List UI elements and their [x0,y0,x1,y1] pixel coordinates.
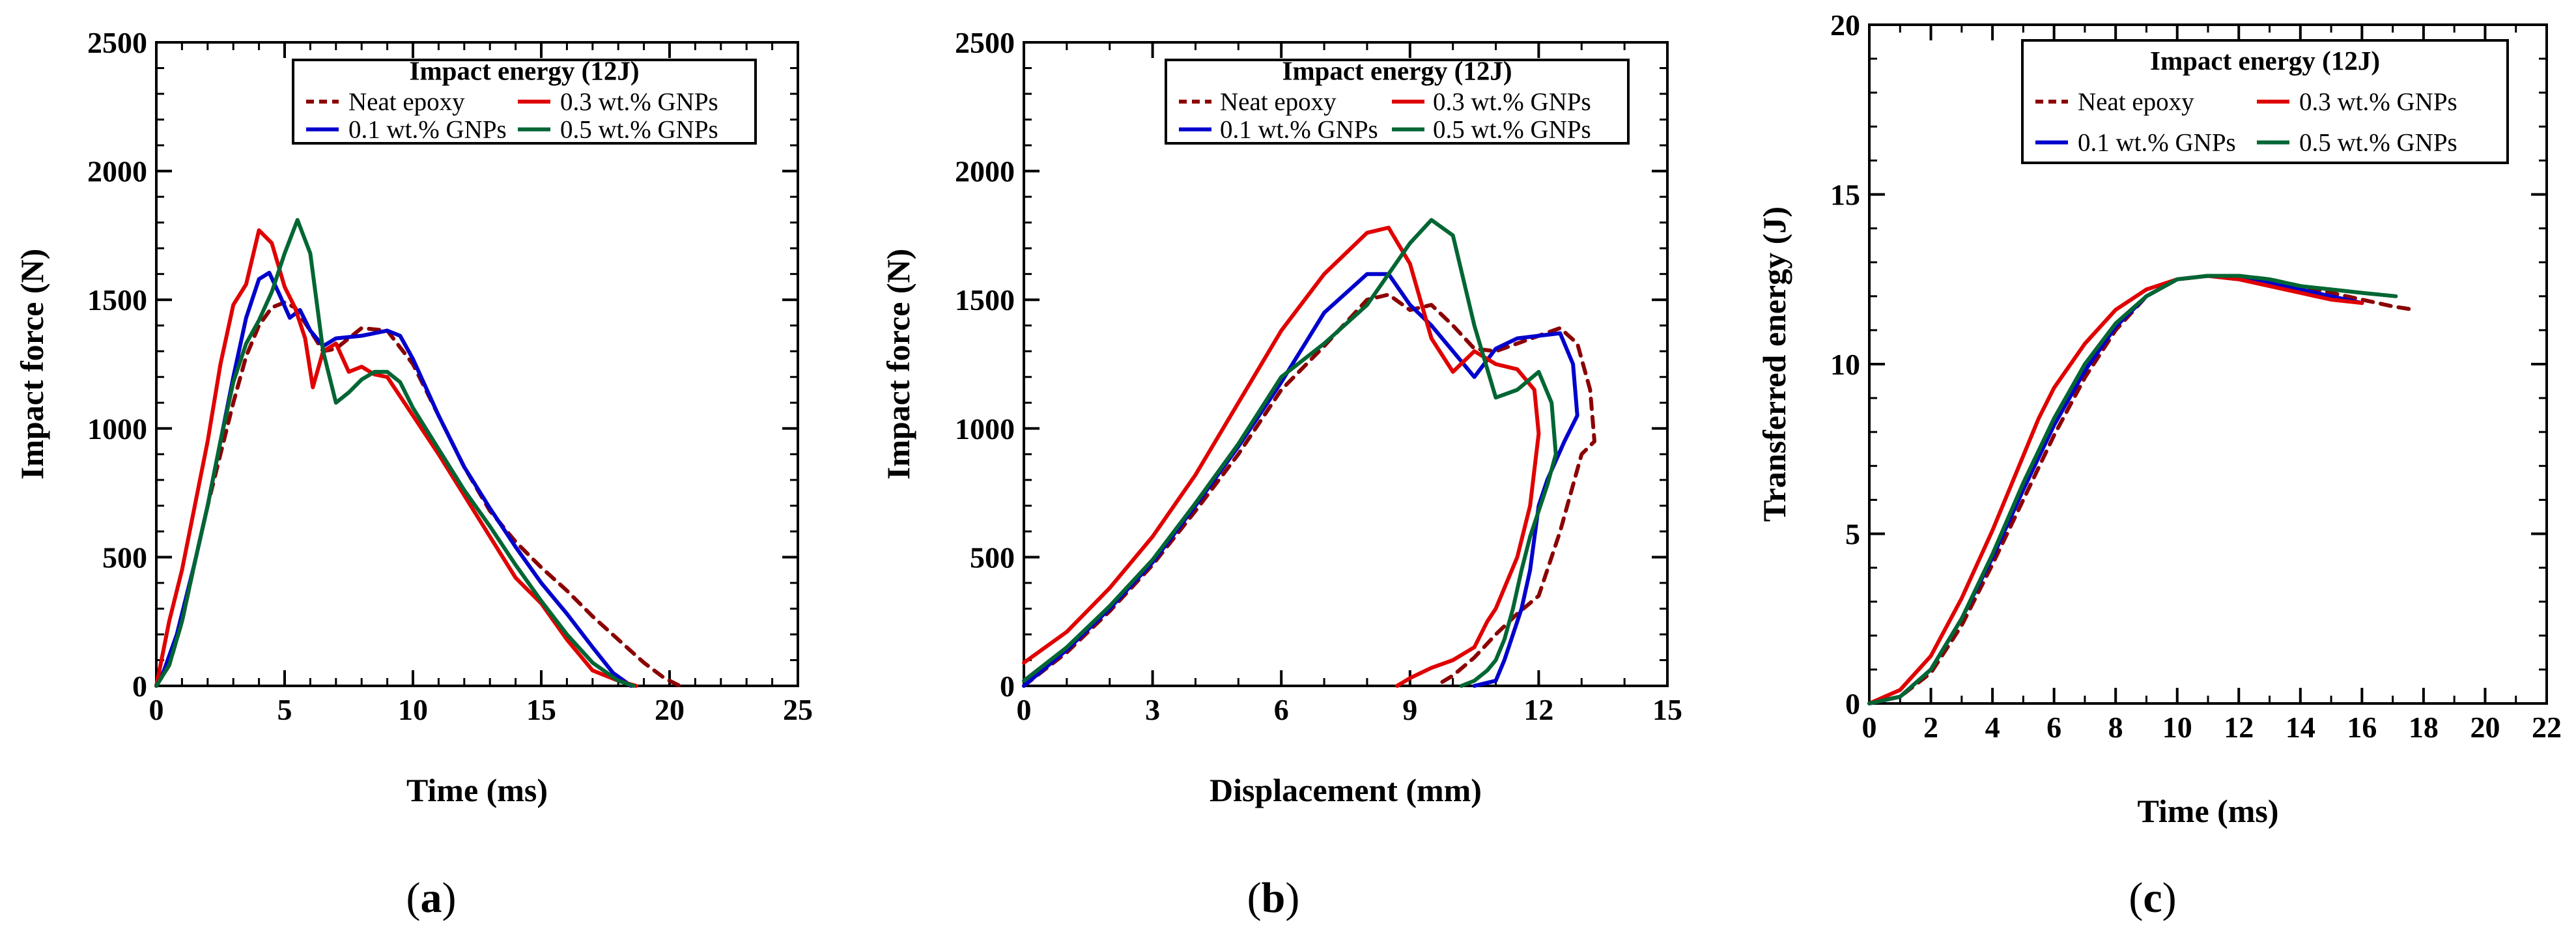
panel-a-y-tick-label: 0 [132,670,147,703]
panel-a-x-tick-label: 25 [783,693,813,726]
panel-c-series-neat-epoxy [1867,274,2416,705]
panel-c-y-axis-label: Transferred energy (J) [1756,206,1792,522]
panel-b-y-tick-label: 500 [970,541,1015,574]
panel-c-x-tick-label: 12 [2224,711,2254,744]
panel-a-legend-label-0-1-gnps: 0.1 wt.% GNPs [348,116,507,144]
panel-b-y-tick-label: 2500 [955,26,1015,59]
panel-b-x-tick-label: 6 [1274,693,1289,726]
panel-c-x-tick-label: 14 [2286,711,2315,744]
panel-c-x-tick-label: 20 [2470,711,2500,744]
panel-a-x-tick-label: 10 [398,693,428,726]
panel-c-legend: Impact energy (12J) Neat epoxy 0.3 wt.% … [2021,39,2509,164]
panel-a-caption: (a) [406,874,457,922]
panel-c-x-tick-label: 6 [2046,711,2061,744]
panel-b-legend-label-0-5-gnps: 0.5 wt.% GNPs [1433,116,1591,144]
panel-c-x-tick-label: 18 [2409,711,2439,744]
panel-a-y-tick-label: 2500 [87,26,147,59]
chart-panel-c: 0 2 4 6 8 10 12 14 16 18 20 22 0 5 10 15 20 Impact energ… [1756,8,2562,922]
panel-c-legend-title: Impact energy (12J) [2150,46,2380,76]
panel-b-y-axis-label: Impact force (N) [880,249,916,480]
panel-b-y-tick-label: 2000 [955,155,1015,188]
panel-b-y-tick-label: 1000 [955,412,1015,446]
panel-b-legend-title: Impact energy (12J) [1282,56,1512,86]
panel-a-x-tick-label: 15 [526,693,556,726]
panel-a-legend-label-0-3-gnps: 0.3 wt.% GNPs [560,88,718,116]
panel-c-legend-label-0-1-gnps: 0.1 wt.% GNPs [2078,129,2236,157]
panel-b-series-0-5-wt-gnps [1022,218,1558,688]
panel-c-caption: (c) [2129,874,2176,922]
panel-b-legend-label-neat-epoxy: Neat epoxy [1220,88,1337,116]
panel-a-legend-title: Impact energy (12J) [410,56,640,86]
chart-panel-a: 0 5 10 15 20 25 0 500 1000 1500 2000 2500 Impact en… [14,26,813,922]
panel-a-y-tick-label: 2000 [87,155,147,188]
panel-c-legend-label-neat-epoxy: Neat epoxy [2078,88,2194,116]
panel-b-series-0-3-wt-gnps [1022,225,1541,688]
panel-b-legend: Impact energy (12J) Neat epoxy 0.3 wt.% … [1165,56,1630,145]
panel-b-x-axis-label: Displacement (mm) [1210,772,1482,808]
panel-c-legend-label-0-3-gnps: 0.3 wt.% GNPs [2299,88,2457,116]
panel-c-y-tick-label: 10 [1830,348,1860,381]
panel-b-axes-frame [1023,41,1669,687]
panel-a-series-0-5-wt-gnps [154,218,636,688]
panel-b-series-neat-epoxy [1022,292,1596,688]
panel-b-legend-label-0-3-gnps: 0.3 wt.% GNPs [1433,88,1591,116]
panel-b-y-tick-label: 0 [1000,670,1015,703]
panel-c-y-tick-label: 5 [1845,518,1860,551]
panel-c-x-tick-label: 4 [1985,711,2000,744]
panel-a-y-tick-label: 500 [102,541,147,574]
panel-c-series-0-3-wt-gnps [1867,274,2364,705]
panel-b-x-tick-label: 3 [1145,693,1160,726]
panel-a-y-tick-label: 1000 [87,412,147,446]
panel-b-caption: (b) [1247,874,1300,922]
panel-b-x-tick-label: 9 [1402,693,1417,726]
chart-panel-b: 0 3 6 9 12 15 0 500 1000 1500 2000 2500 Impact ener… [880,26,1682,922]
panel-c-y-tick-label: 0 [1845,687,1860,720]
panel-b-x-tick-label: 15 [1652,693,1682,726]
panel-c-x-tick-label: 8 [2108,711,2123,744]
panel-b-x-tick-label: 0 [1017,693,1032,726]
panel-a-series-0-3-wt-gnps [154,228,638,688]
panel-b-marks: 0 3 6 9 12 15 0 500 1000 1500 2000 2500 [955,26,1682,726]
panel-c-legend-label-0-5-gnps: 0.5 wt.% GNPs [2299,129,2457,157]
panel-a-x-tick-label: 20 [655,693,685,726]
panel-c-y-tick-label: 20 [1830,8,1860,42]
panel-c-series-0-5-wt-gnps [1867,274,2398,705]
panel-a-x-tick-label: 5 [277,693,292,726]
panel-b-legend-label-0-1-gnps: 0.1 wt.% GNPs [1220,116,1378,144]
panel-c-x-tick-label: 22 [2532,711,2562,744]
panel-a-x-tick-label: 0 [149,693,164,726]
panel-a-legend-label-neat-epoxy: Neat epoxy [348,88,465,116]
panel-a-legend: Impact energy (12J) Neat epoxy 0.3 wt.% … [292,56,757,145]
panel-c-x-tick-label: 0 [1862,711,1877,744]
panel-a-y-tick-label: 1500 [87,283,147,317]
panel-c-marks: 0 2 4 6 8 10 12 14 16 18 20 22 0 5 10 15 20 [1830,8,2562,744]
panel-a-axes-frame [155,41,799,687]
panel-c-x-tick-label: 2 [1923,711,1938,744]
panel-c-x-axis-label: Time (ms) [2137,793,2278,829]
panel-a-y-axis-label: Impact force (N) [14,249,50,480]
panel-c-x-tick-label: 16 [2347,711,2377,744]
panel-b-y-tick-label: 1500 [955,283,1015,317]
panel-a-legend-label-0-5-gnps: 0.5 wt.% GNPs [560,116,718,144]
panel-c-x-tick-label: 10 [2162,711,2192,744]
panel-a-marks: 0 5 10 15 20 25 0 500 1000 1500 2000 2500 [87,26,813,726]
panel-b-x-tick-label: 12 [1523,693,1553,726]
panel-c-y-tick-label: 15 [1830,178,1860,212]
panel-a-x-axis-label: Time (ms) [406,772,548,808]
